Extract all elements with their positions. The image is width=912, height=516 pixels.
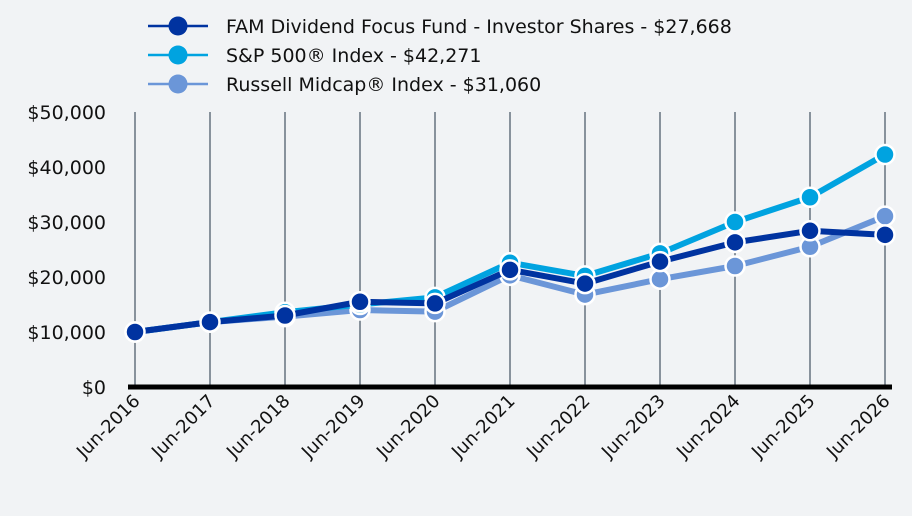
x-tick-label: Jun-2017 — [147, 391, 219, 463]
series-0-point — [724, 255, 746, 277]
vertical-gridlines — [134, 112, 886, 387]
series-1-point — [724, 211, 746, 233]
series-2-point — [649, 250, 671, 273]
legend-label: S&P 500® Index - $42,271 — [226, 45, 482, 67]
x-tick-label: Jun-2023 — [597, 391, 669, 463]
legend-label: Russell Midcap® Index - $31,060 — [226, 74, 541, 96]
y-tick-label: $50,000 — [27, 102, 106, 124]
legend-marker — [168, 74, 188, 94]
series-2-point — [349, 291, 371, 313]
series-1-point — [874, 143, 896, 166]
x-tick-label: Jun-2016 — [72, 391, 144, 463]
legend-marker — [168, 45, 188, 65]
x-tick-label: Jun-2018 — [222, 391, 294, 463]
series-2-point — [574, 272, 596, 295]
series-2-point — [199, 311, 221, 333]
x-tick-label: Jun-2022 — [522, 391, 594, 463]
y-tick-label: $20,000 — [27, 267, 106, 289]
x-tick-label: Jun-2020 — [372, 391, 444, 463]
x-tick-label: Jun-2026 — [822, 391, 894, 463]
series-lines — [124, 143, 896, 343]
y-axis-ticks: $0 $10,000 $20,000 $30,000 $40,000 $50,000 — [27, 102, 106, 399]
y-tick-label: $10,000 — [27, 322, 106, 344]
series-0-point — [649, 268, 671, 290]
x-tick-label: Jun-2024 — [672, 391, 744, 463]
series-2-point — [874, 224, 896, 246]
x-tick-label: Jun-2021 — [447, 391, 519, 463]
legend-label: FAM Dividend Focus Fund - Investor Share… — [226, 16, 732, 38]
x-tick-label: Jun-2019 — [297, 391, 369, 463]
series-2-point — [499, 259, 521, 281]
y-tick-label: $40,000 — [27, 157, 106, 179]
y-tick-label: $30,000 — [27, 212, 106, 234]
series-2-point — [124, 321, 146, 343]
legend: FAM Dividend Focus Fund - Investor Share… — [148, 16, 732, 96]
y-tick-label: $0 — [82, 377, 106, 399]
series-2-point — [424, 292, 446, 315]
series-2-point — [274, 304, 296, 327]
series-1-point — [799, 186, 821, 208]
series-2-point — [799, 220, 821, 242]
series-0-point — [874, 205, 896, 227]
legend-marker — [168, 16, 188, 36]
x-tick-label: Jun-2025 — [747, 391, 819, 463]
series-2-point — [724, 231, 746, 254]
x-axis-ticks: Jun-2016 Jun-2017 Jun-2018 Jun-2019 Jun-2020… — [72, 391, 894, 463]
